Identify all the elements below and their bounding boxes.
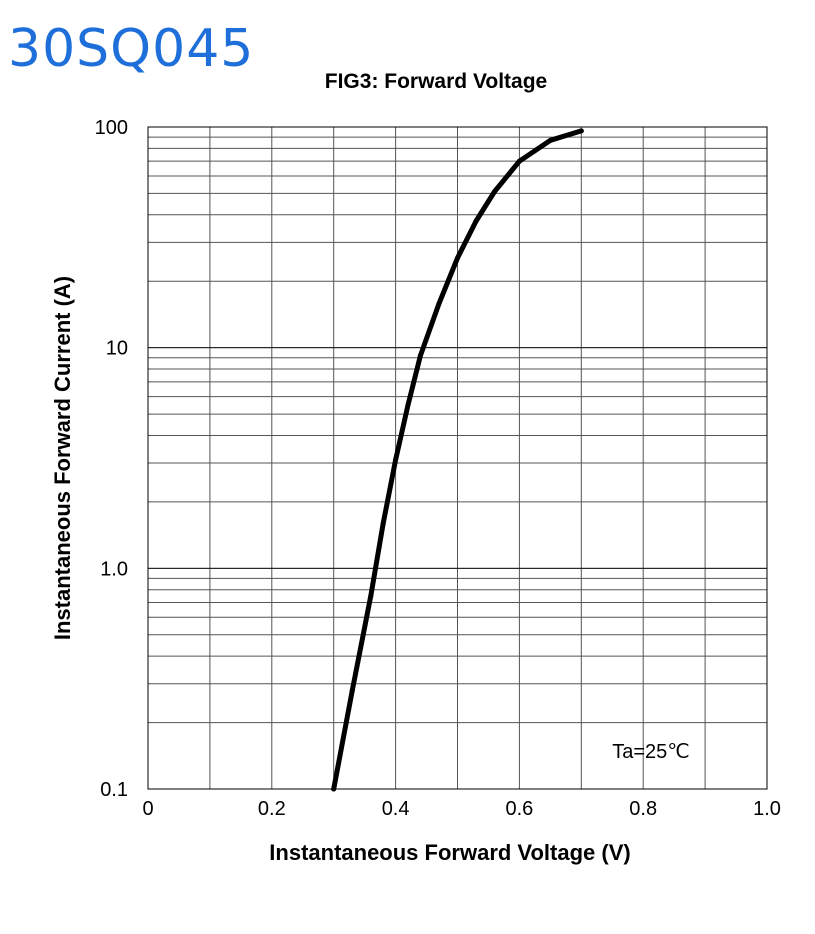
x-tick-label: 0.4 (382, 798, 410, 820)
chart-title: FIG3: Forward Voltage (325, 70, 547, 93)
data-point (349, 687, 355, 693)
x-tick-label: 0.6 (505, 798, 533, 820)
series-line (331, 128, 584, 792)
data-point (547, 137, 553, 143)
data-point (331, 786, 337, 792)
x-tick-label: 0.2 (258, 798, 286, 820)
series-points (331, 128, 584, 792)
x-tick-label: 0 (142, 798, 153, 820)
data-point (578, 128, 584, 134)
data-point (492, 189, 498, 195)
data-point (516, 158, 522, 164)
data-point (368, 593, 374, 599)
y-tick-label: 1.0 (100, 558, 128, 580)
x-tick-label: 1.0 (753, 798, 781, 820)
temperature-annotation: Ta=25℃ (612, 741, 690, 763)
data-point (380, 520, 386, 526)
data-point (473, 218, 479, 224)
y-tick-label: 10 (106, 338, 128, 360)
y-tick-label: 100 (95, 117, 128, 139)
data-point (436, 301, 442, 307)
data-point (393, 457, 399, 463)
x-axis-label: Instantaneous Forward Voltage (V) (269, 840, 630, 865)
data-point (417, 353, 423, 359)
x-tick-label: 0.8 (629, 798, 657, 820)
data-point (405, 402, 411, 408)
data-point (455, 255, 460, 261)
x-tick-labels: 0 0.2 0.4 0.6 0.8 1.0 (142, 798, 780, 820)
handwritten-label: 30SQ045 (8, 19, 254, 79)
y-axis-label: Instantaneous Forward Current (A) (50, 276, 75, 640)
y-tick-label: 0.1 (100, 779, 128, 801)
grid (148, 126, 767, 790)
y-tick-labels: 0.1 1.0 10 100 (95, 117, 128, 801)
handwritten-part-number: 30SQ045 (8, 19, 254, 79)
plot-frame (147, 126, 768, 790)
